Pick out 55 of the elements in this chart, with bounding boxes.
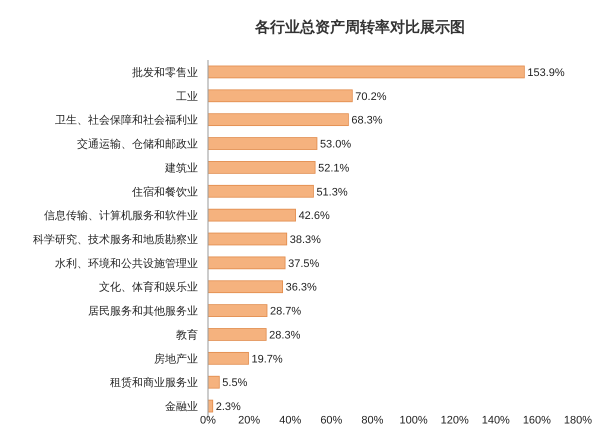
data-label: 5.5% [222, 377, 248, 390]
data-label: 53.0% [320, 138, 352, 151]
y-tick-label: 批发和零售业 [132, 66, 198, 79]
data-label: 38.3% [290, 234, 322, 246]
y-tick-label: 居民服务和其他服务业 [88, 304, 198, 318]
bar [208, 113, 349, 126]
x-tick-label: 40% [279, 414, 302, 426]
y-tick-label: 工业 [176, 90, 198, 103]
data-label: 28.7% [270, 306, 302, 318]
bar [208, 328, 267, 341]
y-tick-label: 交通运输、仓储和邮政业 [77, 138, 198, 151]
data-label: 70.2% [355, 90, 387, 103]
x-tick-label: 80% [361, 414, 384, 426]
y-tick-label: 水利、环境和公共设施管理业 [55, 256, 198, 270]
x-tick-label: 140% [482, 414, 510, 426]
data-label: 52.1% [318, 162, 350, 174]
data-label: 19.7% [251, 353, 283, 366]
data-label: 36.3% [286, 282, 318, 294]
x-tick-label: 180% [564, 414, 592, 426]
y-tick-label: 信息传输、计算机服务和软件业 [44, 209, 198, 222]
data-label: 42.6% [298, 210, 330, 222]
data-label: 51.3% [316, 186, 348, 198]
x-tick-label: 60% [320, 414, 343, 426]
bar [208, 161, 316, 174]
y-tick-label: 科学研究、技术服务和地质勘察业 [33, 233, 198, 246]
y-tick-label: 房地产业 [154, 352, 198, 366]
y-tick-label: 卫生、社会保障和社会福利业 [55, 114, 198, 127]
x-tick-label: 120% [440, 414, 469, 426]
bar [208, 304, 268, 317]
chart-title: 各行业总资产周转率对比展示图 [254, 18, 465, 36]
data-label: 37.5% [288, 258, 320, 270]
y-tick-label: 教育 [176, 328, 198, 342]
y-tick-label: 租赁和商业服务业 [110, 376, 198, 390]
x-tick-label: 100% [399, 414, 428, 426]
y-tick-label: 金融业 [165, 400, 198, 414]
x-tick-label: 0% [200, 414, 216, 426]
x-tick-label: 20% [238, 414, 260, 426]
bar [208, 184, 314, 198]
data-label: 153.9% [527, 66, 565, 79]
bar [208, 280, 284, 294]
bar [208, 232, 288, 246]
data-label: 68.3% [351, 114, 383, 127]
bar [208, 376, 220, 389]
data-label: 28.3% [269, 329, 301, 342]
bar [208, 352, 249, 365]
y-tick-label: 住宿和餐饮业 [132, 185, 198, 198]
bar [208, 89, 353, 102]
data-label: 2.3% [216, 401, 242, 414]
y-tick-label: 建筑业 [164, 161, 198, 174]
x-tick-label: 160% [522, 414, 552, 426]
bar [208, 137, 318, 150]
bar [208, 66, 525, 78]
bar [208, 256, 286, 270]
y-tick-label: 文化、体育和娱乐业 [99, 280, 198, 294]
bar [208, 208, 296, 222]
